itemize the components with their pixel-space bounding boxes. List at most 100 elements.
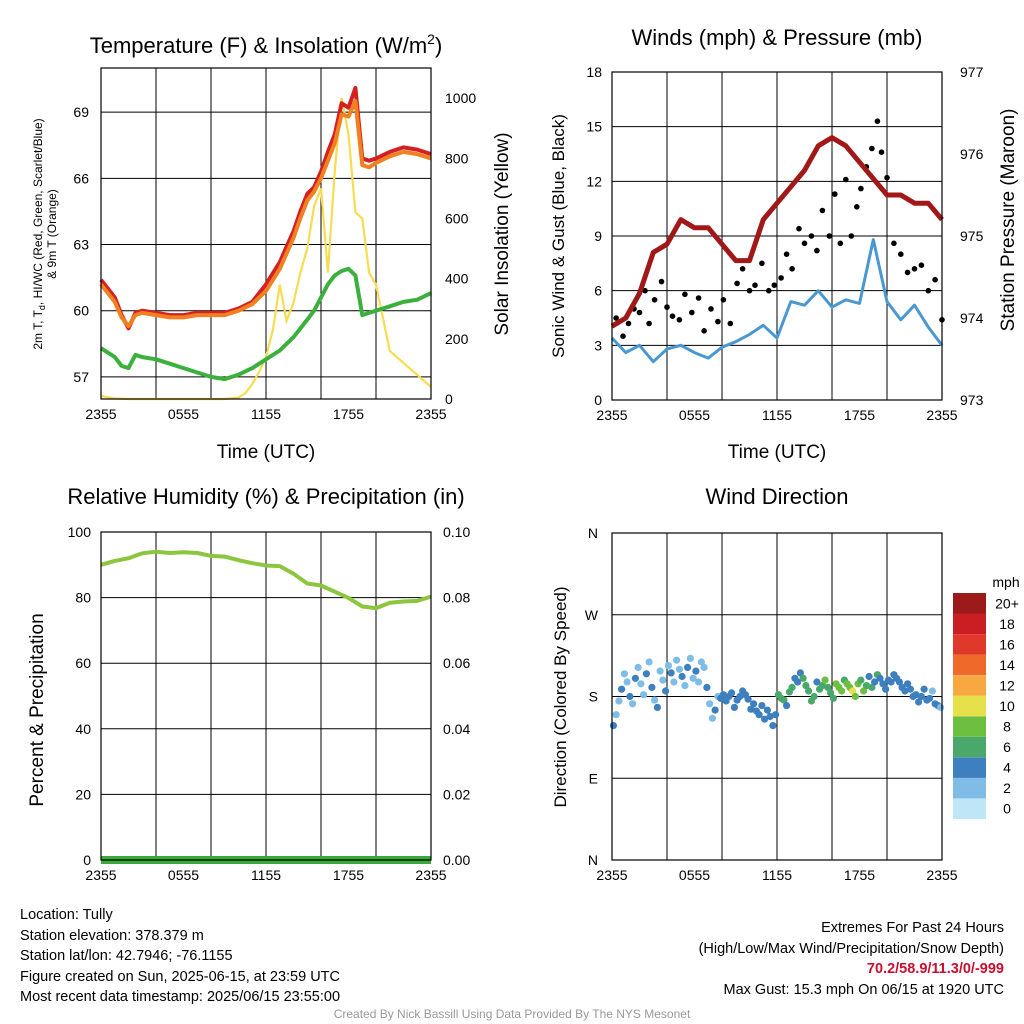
elevation-text: Station elevation: 378.379 m [20,927,204,944]
direction-point [796,669,805,677]
direction-point [615,697,623,705]
direction-point [626,692,634,701]
rh-line [100,549,432,611]
wind-xtick-label: 1755 [844,407,875,423]
colorbar-label: 0 [1003,801,1011,817]
direction-point [829,694,838,702]
dir-xtick-label: 1755 [844,867,875,883]
temp-panel-title: Temperature (F) & Insolation (W/m2) [90,31,443,58]
direction-point [708,714,717,722]
pressure-ytick-label: 977 [960,64,984,80]
gust-point [925,287,932,294]
temp-ytick-label: 60 [73,303,89,319]
pressure-ytick-label: 974 [960,310,984,326]
precip-ytick-label: 0.10 [443,524,470,540]
direction-point [906,685,915,693]
direction-point [623,678,631,686]
dir-ytick-label: N [588,852,598,868]
dir-ylabel-left: Direction (Colored By Speed) [551,586,570,807]
precip-ytick-label: 0.08 [443,590,470,606]
direction-point [703,683,711,692]
location-text: Location: Tully [20,907,113,923]
rh-xtick-label: 1755 [333,867,364,883]
direction-point [673,656,681,664]
temp-xlabel: Time (UTC) [217,442,316,463]
gust-point [874,118,881,124]
dir-xtick-label: 2355 [926,867,957,883]
direction-point [805,687,813,695]
insolation-ylabel-right: Solar Insolation (Yellow) [492,132,513,335]
gust-point [734,280,740,287]
gust-point [727,320,734,327]
precip-ytick-label: 0.02 [443,786,470,802]
direction-point [857,676,865,684]
direction-point [706,700,714,708]
rh-ylabel-left: Percent & Precipitation [27,613,48,806]
direction-point [653,703,662,712]
direction-point [851,692,860,701]
insolation-ytick-label: 800 [445,150,469,166]
gust-point [658,278,665,285]
direction-point [810,692,818,701]
wind-xtick-label: 2355 [596,407,627,423]
direction-point [862,682,871,690]
gust-point [739,266,746,272]
direction-point [675,665,684,673]
temp-xtick-label: 1155 [251,406,281,422]
pressure-ytick-label: 976 [960,146,984,162]
direction-point [656,667,664,675]
gust-point [620,333,626,340]
gust-point [708,306,714,312]
gust-point [752,282,758,289]
wind-frame [611,71,943,401]
colorbar-swatch [953,695,986,717]
dir-panel-title: Wind Direction [705,484,848,509]
colorbar-swatch [953,777,986,799]
pressure-ytick-label: 973 [960,392,984,408]
direction-point [744,695,752,703]
rh-ytick-label: 20 [75,786,91,802]
direction-point [838,687,846,695]
direction-point [648,683,656,692]
recent-data-text: Most recent data timestamp: 2025/06/15 2… [20,989,341,1005]
gust-point [720,297,727,303]
direction-point [681,682,689,690]
gust-point [801,240,808,247]
wind-xtick-label: 0555 [679,407,710,423]
temp-ytick-label: 69 [73,104,89,120]
direction-point [901,687,909,695]
rh-ytick-label: 80 [75,590,91,606]
direction-point [640,691,648,699]
direction-point [763,706,772,714]
direction-point [730,703,739,712]
colorbar-label: 20+ [995,595,1019,611]
wind-ytick-label: 12 [586,173,602,189]
gust-point [771,282,778,289]
direction-point [868,683,876,692]
gust-point [891,240,897,247]
rh-xtick-label: 2355 [415,867,446,883]
wind-ytick-label: 9 [594,228,602,244]
direction-point [634,663,642,672]
gust-point [664,304,670,310]
direction-point [926,694,934,702]
direction-point [700,663,708,672]
direction-point [917,692,926,701]
direction-point [783,702,791,710]
gust-point [878,149,885,155]
direction-point [827,689,835,697]
insolation-ytick-label: 1000 [445,90,476,106]
gust-point [932,276,938,283]
colorbar-label: 18 [999,616,1015,632]
pressure-ylabel-right: Station Pressure (Maroon) [998,109,1019,332]
colorbar-swatch [953,593,986,614]
extremes-info: Extremes For Past 24 Hours (High/Low/Max… [699,918,1004,1000]
direction-point [695,678,703,686]
gust-point [701,328,707,334]
gust-point [669,313,676,320]
direction-point [871,678,879,686]
precip-ytick-label: 0.00 [443,852,470,868]
temp-xtick-label: 0555 [168,406,199,422]
direction-point [664,662,673,670]
gust-point [766,287,772,294]
